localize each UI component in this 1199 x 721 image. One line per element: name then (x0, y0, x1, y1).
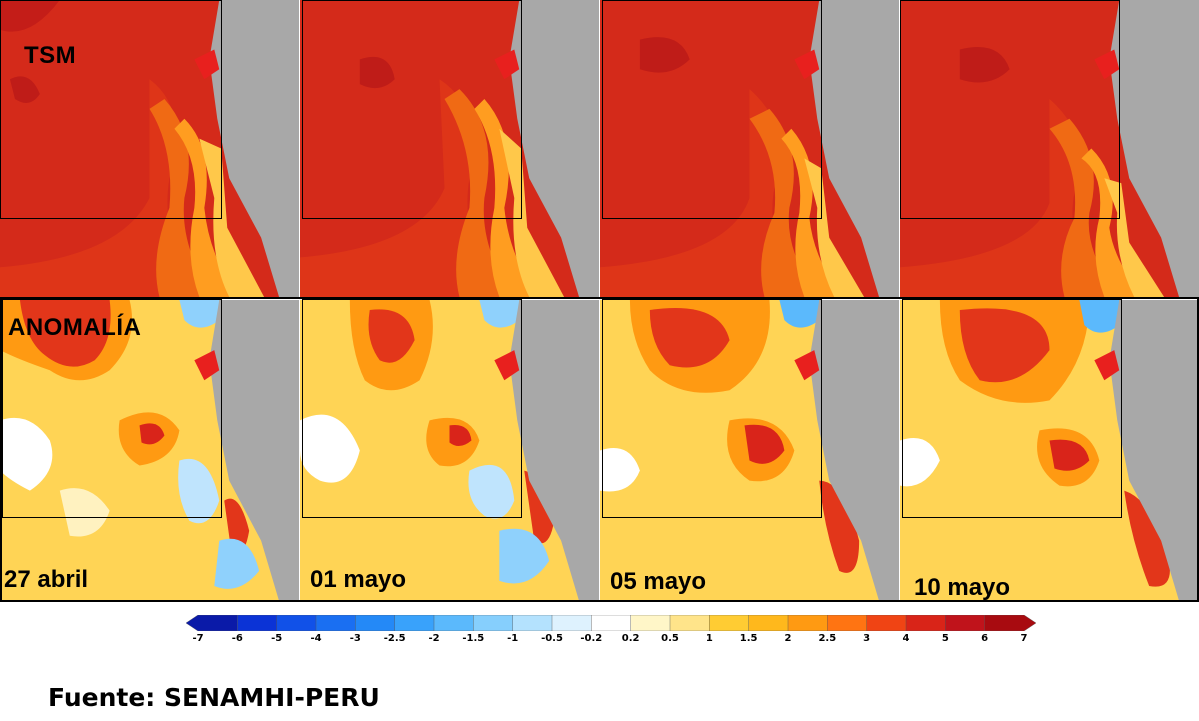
colorbar-segment (669, 615, 711, 631)
colorbar-segment (315, 615, 357, 631)
colorbar-segment (945, 615, 986, 631)
tsm-label: TSM (24, 42, 77, 69)
colorbar-segment (827, 615, 868, 631)
colorbar-tick-label: -7 (192, 633, 204, 644)
colorbar-tick-label: -2.5 (383, 633, 406, 644)
colorbar (186, 615, 1036, 631)
colorbar-segment (787, 615, 829, 631)
colorbar-segment (866, 615, 907, 631)
colorbar-tick-label: -1 (507, 633, 519, 644)
colorbar-segment (394, 615, 435, 631)
colorbar-segment (237, 615, 278, 631)
colorbar-tick-label: 3 (863, 633, 871, 644)
anomaly-map-panel-2 (300, 300, 599, 601)
colorbar-tick-label: 2 (784, 633, 792, 644)
colorbar-segment (551, 615, 593, 631)
date-label-1: 27 abril (4, 566, 89, 593)
colorbar-segment (473, 615, 514, 631)
anomaly-map-panel-4 (900, 300, 1199, 601)
colorbar-tick-label: -2 (428, 633, 440, 644)
anomaly-map-panel-1 (0, 300, 299, 601)
colorbar-tick-label: -6 (231, 633, 243, 644)
date-label-3: 05 mayo (610, 568, 707, 595)
colorbar-segment (748, 615, 789, 631)
anomaly-label: ANOMALÍA (8, 314, 142, 341)
colorbar-segment (186, 615, 238, 631)
colorbar-tick-label: -1.5 (462, 633, 485, 644)
colorbar-tick-label: -4 (310, 633, 322, 644)
source-credit: Fuente: SENAMHI-PERU (48, 683, 380, 712)
date-label-2: 01 mayo (310, 566, 407, 593)
colorbar-segment (512, 615, 553, 631)
colorbar-tick-label: 1 (705, 633, 713, 644)
colorbar-segment (905, 615, 947, 631)
map-grid: TSM ANOMALÍA 27 abril 01 mayo 05 mayo 10… (0, 0, 1199, 602)
colorbar-tick-label: -0.2 (580, 633, 603, 644)
colorbar-segment (433, 615, 475, 631)
colorbar-segment (276, 615, 317, 631)
tsm-map-panel-3 (600, 0, 899, 297)
colorbar-segment (630, 615, 671, 631)
colorbar-tick-label: 2.5 (818, 633, 837, 644)
colorbar-tick-label: 4 (902, 633, 910, 644)
colorbar-segment (984, 615, 1036, 631)
colorbar-tick-label: 0.2 (621, 633, 640, 644)
colorbar-tick-label: -5 (271, 633, 283, 644)
colorbar-tick-label: 1.5 (739, 633, 758, 644)
date-label-4: 10 mayo (914, 574, 1011, 601)
colorbar-tick-label: 0.5 (661, 633, 679, 644)
tsm-map-panel-1 (0, 0, 299, 297)
colorbar-segment (355, 615, 396, 631)
colorbar-tick-label: 6 (981, 633, 989, 644)
tsm-map-panel-2 (300, 0, 599, 297)
tsm-map-panel-4 (900, 0, 1199, 297)
colorbar-tick-label: -3 (349, 633, 361, 644)
anomaly-map-panel-3 (600, 300, 899, 601)
colorbar-segment (591, 615, 632, 631)
colorbar-segment (709, 615, 750, 631)
colorbar-tick-label: -0.5 (541, 633, 563, 644)
colorbar-tick-label: 5 (941, 633, 949, 644)
colorbar-tick-label: 7 (1020, 633, 1028, 644)
